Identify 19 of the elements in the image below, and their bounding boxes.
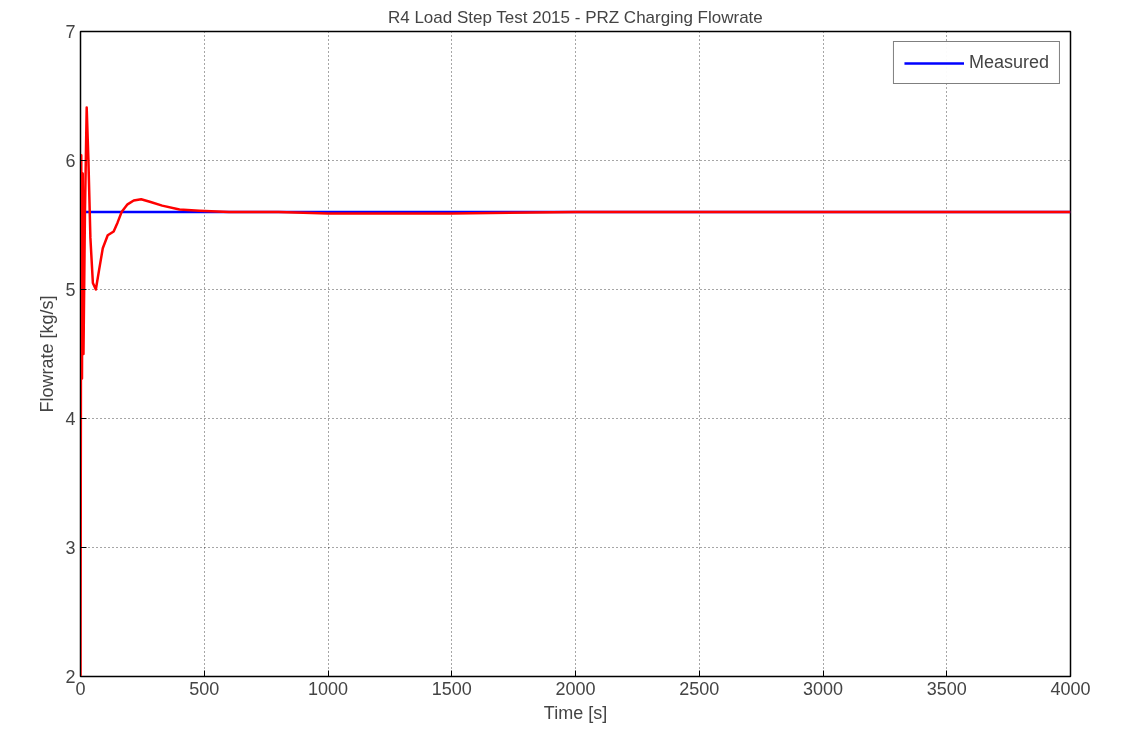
y-tick-label: 2 <box>65 667 76 687</box>
y-tick-label: 7 <box>65 22 76 42</box>
x-axis-title: Time [s] <box>543 702 608 723</box>
y-tick-label: 5 <box>65 280 76 300</box>
x-tick-label: 1000 <box>307 678 349 699</box>
y-tick-label: 6 <box>65 151 76 171</box>
x-tick-label: 2500 <box>679 678 720 699</box>
x-tick-label: 3000 <box>802 678 844 699</box>
y-tick-label: 4 <box>65 409 76 429</box>
x-tick-label: 1500 <box>431 678 472 699</box>
y-tick-label: 3 <box>65 538 76 558</box>
x-tick-label: 0 <box>75 678 86 699</box>
x-tick-label: 500 <box>189 678 220 699</box>
y-axis-title: Flowrate [kg/s] <box>37 295 58 413</box>
chart-title: R4 Load Step Test 2015 - PRZ Charging Flowrate <box>387 7 763 27</box>
x-tick-label: 3500 <box>926 678 967 699</box>
x-tick-label: 2000 <box>555 678 596 699</box>
legend-label: Measured <box>968 52 1049 73</box>
x-tick-label: 4000 <box>1050 678 1091 699</box>
